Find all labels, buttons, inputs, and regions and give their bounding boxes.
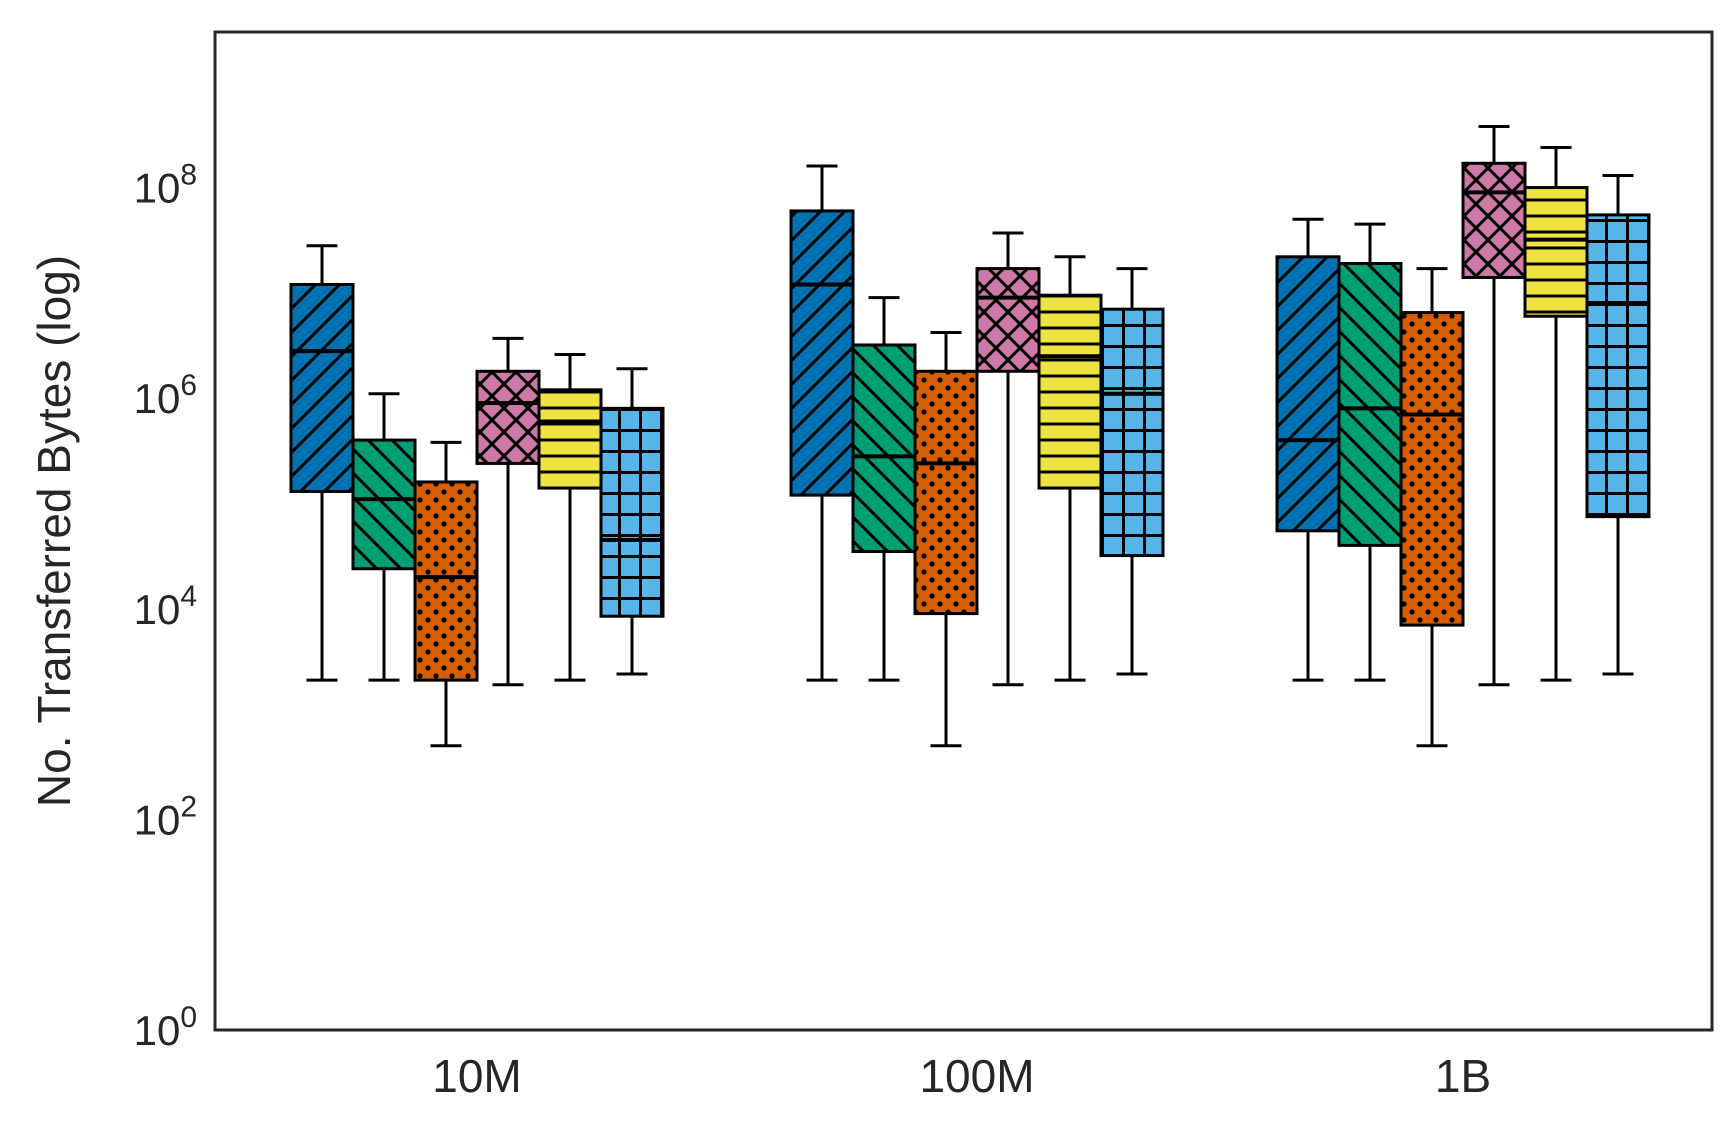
- box-10M-series-5: [537, 352, 603, 682]
- x-tick-label: 100M: [919, 1050, 1034, 1102]
- y-tick-label: 106: [134, 369, 197, 422]
- y-tick-label: 108: [134, 159, 197, 212]
- box-1B-series-6: [1585, 174, 1651, 676]
- box-1B-series-2: [1337, 222, 1403, 682]
- iqr-box: [1461, 161, 1527, 279]
- iqr-box: [475, 369, 541, 465]
- iqr-box: [789, 209, 855, 497]
- box-10M-series-3: [413, 440, 479, 748]
- box-1B-series-4: [1461, 124, 1527, 687]
- box-1B-series-3: [1399, 267, 1465, 748]
- box-100M-series-6: [1099, 267, 1165, 676]
- box-100M-series-2: [851, 296, 917, 682]
- iqr-box: [1523, 186, 1589, 318]
- iqr-box: [1585, 213, 1651, 519]
- box-100M-series-4: [975, 231, 1041, 687]
- y-tick-label: 100: [134, 1001, 197, 1054]
- iqr-box: [975, 267, 1041, 373]
- iqr-box: [1337, 262, 1403, 547]
- box-10M-series-4: [475, 336, 541, 687]
- iqr-box: [599, 406, 665, 618]
- box-10M-series-2: [351, 392, 417, 682]
- y-tick-label: 104: [134, 580, 197, 633]
- box-10M-series-6: [599, 367, 665, 676]
- iqr-box: [851, 343, 917, 553]
- iqr-box: [413, 480, 479, 682]
- box-1B-series-5: [1523, 146, 1589, 682]
- plot-frame: [213, 30, 1714, 1032]
- box-100M-series-1: [789, 164, 855, 682]
- iqr-box: [289, 283, 355, 493]
- box-100M-series-5: [1037, 255, 1103, 682]
- x-tick-label: 1B: [1435, 1050, 1491, 1102]
- box-1B-series-1: [1275, 217, 1341, 682]
- box-10M-series-1: [289, 244, 355, 682]
- box-100M-series-3: [913, 331, 979, 748]
- iqr-box: [913, 369, 979, 616]
- iqr-box: [1399, 311, 1465, 627]
- y-axis-label: No. Transferred Bytes (log): [28, 255, 80, 807]
- iqr-box: [537, 388, 603, 490]
- iqr-box: [1275, 255, 1341, 533]
- x-tick-label: 10M: [432, 1050, 521, 1102]
- iqr-box: [1099, 307, 1165, 558]
- iqr-box: [351, 438, 417, 571]
- y-tick-label: 102: [134, 790, 197, 843]
- iqr-box: [1037, 293, 1103, 490]
